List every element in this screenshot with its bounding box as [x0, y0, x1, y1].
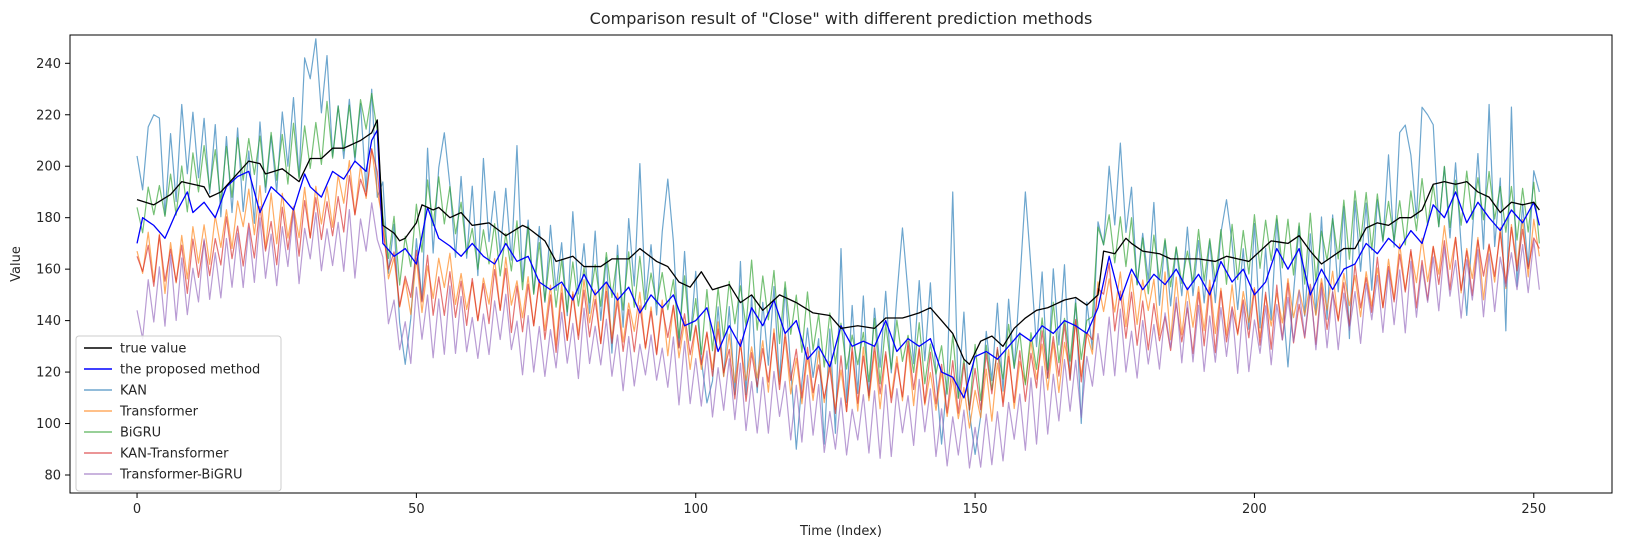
legend-label: KAN-Transformer [120, 447, 229, 462]
y-tick-label: 140 [36, 314, 61, 329]
x-tick-label: 100 [683, 502, 708, 517]
series-line-true-value [136, 119, 1540, 365]
axes-frame [69, 34, 1613, 494]
legend-label: Transformer [119, 405, 199, 420]
x-tick-label: 50 [408, 502, 425, 517]
y-tick-label: 180 [36, 211, 61, 226]
series-line-the-proposed-method [136, 129, 1541, 399]
y-tick-label: 220 [36, 108, 61, 123]
x-tick-label: 200 [1242, 502, 1267, 517]
legend-label: KAN [120, 384, 147, 399]
y-tick-label: 100 [36, 417, 61, 432]
legend-label: BiGRU [120, 426, 161, 441]
legend-label: Transformer-BiGRU [119, 468, 243, 483]
y-tick-label: 200 [36, 160, 61, 175]
legend: true value the proposed method KAN Transfor… [75, 335, 282, 492]
x-tick-label: 250 [1521, 502, 1546, 517]
legend-label: true value [120, 342, 186, 357]
legend-box [75, 335, 282, 492]
x-tick-label: 0 [133, 502, 141, 517]
y-tick-label: 160 [36, 263, 61, 278]
x-tick-label: 150 [963, 502, 988, 517]
legend-label: the proposed method [120, 363, 260, 378]
x-axis-label: Time (Index) [799, 524, 882, 539]
chart-title: Comparison result of "Close" with differ… [590, 9, 1093, 28]
y-tick-label: 120 [36, 366, 61, 381]
y-tick-label: 240 [36, 57, 61, 72]
series-line-transformer-bigru [136, 202, 1540, 469]
series-line-bigru [136, 92, 1540, 411]
ticks-layer: 0 50 100 150 200 250 80 100 120 140 160 180 200 220 24… [36, 57, 1546, 517]
y-axis-label: Value [9, 246, 24, 282]
series-layer [136, 38, 1541, 469]
y-tick-label: 80 [44, 468, 61, 483]
